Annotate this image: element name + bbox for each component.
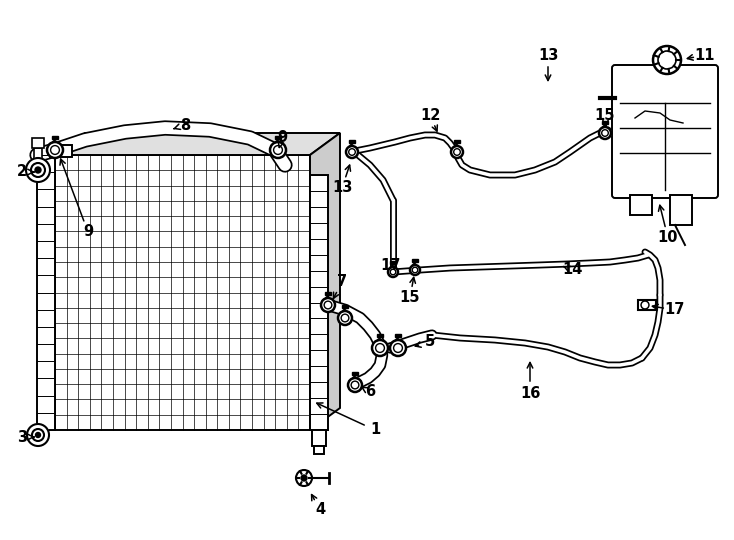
Circle shape (599, 127, 611, 139)
Bar (325, 292, 331, 295)
Circle shape (321, 298, 335, 312)
Circle shape (270, 142, 286, 158)
Bar (395, 334, 401, 337)
Text: 17: 17 (379, 258, 400, 273)
Bar (377, 334, 383, 337)
Bar (630, 195, 652, 215)
Text: 17: 17 (665, 302, 685, 318)
Bar (34, 148, 42, 160)
Circle shape (47, 142, 63, 158)
Bar (454, 140, 460, 143)
Bar (314, 446, 324, 454)
Text: 14: 14 (562, 262, 582, 278)
Circle shape (296, 470, 312, 486)
Circle shape (338, 311, 352, 325)
Polygon shape (55, 155, 310, 430)
Circle shape (35, 167, 41, 173)
Bar (638, 300, 656, 310)
FancyBboxPatch shape (612, 65, 718, 198)
Text: 5: 5 (425, 334, 435, 349)
Bar (37, 155, 55, 430)
Bar (312, 430, 326, 446)
Bar (52, 136, 58, 139)
Text: 12: 12 (420, 107, 440, 123)
Circle shape (653, 46, 681, 74)
Bar (275, 136, 281, 139)
Bar (50, 145, 72, 157)
Circle shape (642, 302, 647, 307)
Polygon shape (55, 133, 340, 155)
Text: 4: 4 (315, 503, 325, 517)
Text: 9: 9 (277, 131, 287, 145)
Circle shape (346, 146, 358, 158)
Text: 16: 16 (520, 386, 540, 401)
Circle shape (27, 424, 49, 446)
Circle shape (372, 340, 388, 356)
Text: 3: 3 (17, 429, 27, 444)
Text: 13: 13 (332, 180, 352, 195)
Circle shape (451, 146, 463, 158)
Text: 7: 7 (337, 274, 347, 289)
Polygon shape (310, 133, 340, 430)
Text: 8: 8 (180, 118, 190, 132)
Circle shape (390, 340, 406, 356)
Circle shape (301, 475, 307, 481)
Text: 13: 13 (538, 48, 558, 63)
Bar (412, 259, 418, 262)
Text: 6: 6 (365, 384, 375, 400)
Bar (390, 261, 396, 264)
Text: 15: 15 (400, 291, 421, 306)
Bar (342, 305, 348, 308)
Text: 15: 15 (595, 107, 615, 123)
Text: 10: 10 (658, 231, 678, 246)
Bar (32, 138, 44, 148)
Text: 2: 2 (17, 165, 27, 179)
Bar (352, 372, 358, 375)
Circle shape (26, 158, 50, 182)
Circle shape (388, 267, 398, 277)
Bar (602, 121, 608, 124)
Text: 1: 1 (370, 422, 380, 437)
Text: 9: 9 (83, 225, 93, 240)
Circle shape (641, 301, 649, 309)
Circle shape (348, 378, 362, 392)
Bar (349, 140, 355, 143)
Text: 11: 11 (695, 48, 715, 63)
Circle shape (410, 265, 420, 275)
Circle shape (35, 433, 40, 437)
Bar (670, 195, 692, 225)
Bar (310, 175, 328, 430)
